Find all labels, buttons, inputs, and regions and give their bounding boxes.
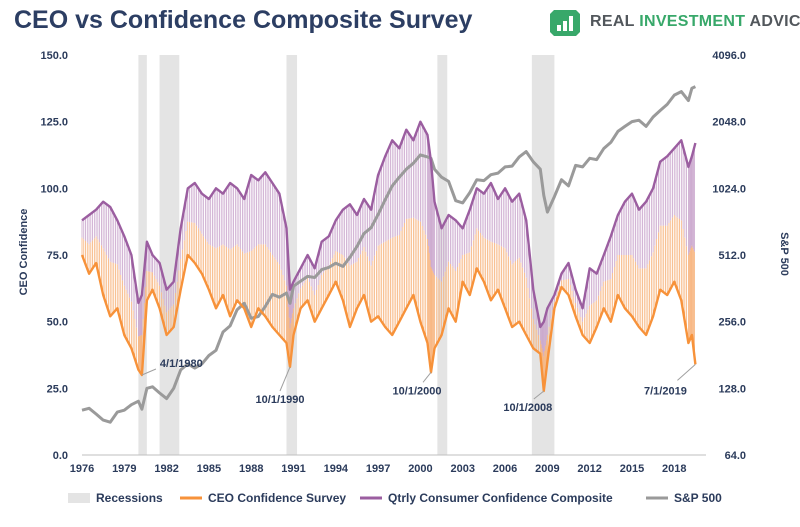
legend-label: S&P 500: [674, 491, 722, 505]
y2-axis-ticks: 64.0 128.0 256.0 512.0 1024.0 2048.0 4096.0: [712, 50, 746, 462]
legend-label: Recessions: [96, 491, 163, 505]
legend: Recessions CEO Confidence Survey Qtrly Con…: [68, 491, 722, 505]
annotations: 4/1/1980 10/1/1990 10/1/2000 10/1/2008 7/1/2…: [141, 358, 696, 414]
x-tick-label: 1988: [239, 463, 263, 475]
annotation-leader: [279, 366, 291, 392]
recession-band: [159, 55, 180, 455]
x-tick-label: 2006: [493, 463, 517, 475]
x-tick-label: 2018: [662, 463, 686, 475]
chart-title: CEO vs Confidence Composite Survey: [14, 6, 473, 34]
annotation-leader: [533, 390, 545, 400]
brand-name-accent: INVESTMENT: [639, 13, 746, 30]
x-tick-label: 1991: [281, 463, 305, 475]
x-tick-label: 1994: [324, 463, 349, 475]
x-tick-label: 1979: [112, 463, 136, 475]
annotation-label: 10/1/2008: [503, 402, 552, 414]
recession-band: [138, 55, 147, 455]
y2-tick-label: 4096.0: [712, 50, 746, 62]
x-tick-label: 1982: [154, 463, 178, 475]
y2-tick-label: 128.0: [718, 383, 746, 395]
recession-band: [531, 55, 555, 455]
x-tick-label: 1997: [366, 463, 390, 475]
y2-tick-label: 256.0: [718, 317, 746, 329]
x-tick-label: 2003: [451, 463, 475, 475]
brand-logo: REAL INVESTMENT ADVICE: [548, 8, 800, 38]
y2-tick-label: 2048.0: [712, 117, 746, 129]
y-tick-label: 25.0: [47, 383, 68, 395]
y2-tick-label: 64.0: [725, 450, 746, 462]
spx-series-line: [81, 85, 697, 424]
y-tick-label: 100.0: [40, 183, 68, 195]
y-tick-label: 150.0: [40, 50, 68, 62]
annotation-label: 10/1/1990: [256, 394, 305, 406]
y2-tick-label: 1024.0: [712, 183, 746, 195]
ceo-series-line: [80, 253, 697, 393]
brand-name-prefix: REAL: [590, 13, 640, 30]
y-tick-label: 0.0: [53, 450, 68, 462]
y-tick-label: 125.0: [40, 117, 68, 129]
y-tick-label: 75.0: [47, 250, 68, 262]
consumer-series-line: [81, 120, 697, 329]
annotation-label: 4/1/1980: [160, 358, 203, 370]
legend-label: Qtrly Consumer Confidence Composite: [388, 491, 613, 505]
annotation-leader: [141, 368, 157, 376]
x-tick-label: 2015: [620, 463, 644, 475]
brand-name-suffix: ADVICE: [749, 13, 800, 30]
x-axis-ticks: 1976 1979 1982 1985 1988 1991 1994 1997 2000 2003…: [70, 463, 687, 475]
x-tick-label: 2009: [535, 463, 559, 475]
annotation-label: 10/1/2000: [393, 385, 442, 397]
y2-tick-label: 512.0: [718, 250, 746, 262]
y-tick-label: 50.0: [47, 317, 68, 329]
x-tick-label: 2012: [577, 463, 601, 475]
x-tick-label: 2000: [408, 463, 432, 475]
brand-name: REAL INVESTMENT ADVICE: [590, 13, 800, 31]
legend-label: CEO Confidence Survey: [208, 491, 346, 505]
recession-band: [437, 55, 448, 455]
annotation-leader: [422, 372, 432, 383]
y-axis-ticks: 0.0 25.0 50.0 75.0 100.0 125.0 150.0: [40, 50, 68, 462]
annotation-label: 7/1/2019: [644, 385, 687, 397]
y-axis-title: CEO Confidence: [18, 209, 30, 296]
recession-band: [286, 55, 298, 455]
x-tick-label: 1985: [197, 463, 221, 475]
annotation-leader: [677, 363, 696, 381]
y2-axis-title: S&P 500: [778, 232, 790, 276]
legend-swatch-recessions: [68, 493, 90, 503]
bar-chart-logo-icon: [550, 10, 580, 36]
x-tick-label: 1976: [70, 463, 94, 475]
